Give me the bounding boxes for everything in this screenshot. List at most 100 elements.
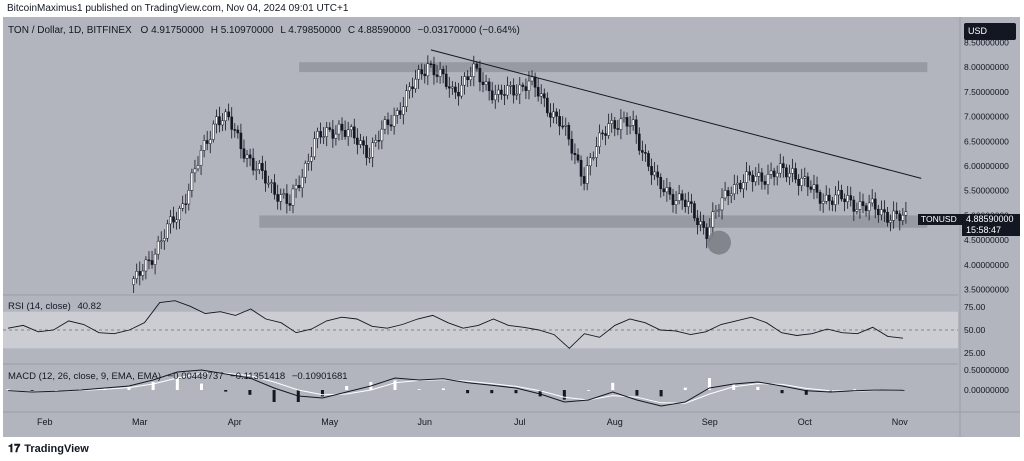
candle-body bbox=[736, 182, 739, 185]
candle-body bbox=[656, 171, 660, 178]
macd-histogram-bar bbox=[611, 382, 615, 390]
rsi-legend: RSI (14, close) 40.82 bbox=[8, 301, 101, 312]
low-value: L 4.79850000 bbox=[280, 25, 342, 36]
candle-body bbox=[542, 93, 546, 99]
price-tick-label: 4.00000000 bbox=[964, 260, 1009, 270]
currency-button[interactable]: USD bbox=[964, 23, 1016, 40]
candle-body bbox=[279, 194, 283, 202]
candle-body bbox=[150, 260, 154, 265]
candle-body bbox=[441, 69, 445, 75]
candle-body bbox=[411, 86, 414, 90]
candle-body bbox=[196, 165, 200, 170]
price-tick-label: 7.50000000 bbox=[964, 87, 1009, 97]
rsi-line bbox=[7, 300, 904, 349]
candle-body bbox=[628, 125, 632, 127]
candle-body bbox=[487, 81, 491, 91]
candle-body bbox=[380, 128, 384, 142]
candle-body bbox=[444, 73, 448, 87]
candle-body bbox=[212, 123, 215, 140]
candle-body bbox=[644, 152, 647, 154]
candle-body bbox=[616, 128, 620, 130]
candle-body bbox=[224, 111, 227, 122]
rsi-title[interactable]: RSI (14, close) bbox=[8, 301, 71, 312]
candle-body bbox=[567, 124, 571, 140]
candle-body bbox=[362, 140, 365, 146]
rsi-band bbox=[3, 311, 958, 349]
candle-body bbox=[300, 176, 304, 188]
candle-body bbox=[763, 181, 767, 185]
candle-body bbox=[368, 157, 371, 159]
candle-body bbox=[285, 193, 289, 204]
candle-body bbox=[493, 94, 497, 101]
candle-body bbox=[257, 162, 261, 170]
candle-body bbox=[221, 120, 224, 126]
candle-body bbox=[592, 157, 595, 159]
symbol-name[interactable]: TON / Dollar, 1D, BITFINEX bbox=[8, 25, 132, 36]
candle-body bbox=[490, 90, 494, 101]
candle-body bbox=[144, 259, 148, 272]
candle-body bbox=[398, 110, 402, 115]
last-price-value: 4.88590000 bbox=[966, 214, 1014, 224]
candle-body bbox=[803, 176, 807, 179]
support-zone bbox=[259, 215, 928, 228]
price-tick-label: 3.50000000 bbox=[964, 285, 1009, 295]
macd-histogram-bar bbox=[30, 390, 34, 391]
candle-body bbox=[349, 126, 353, 131]
rsi-tick-label: 50.00 bbox=[964, 325, 986, 335]
candle-body bbox=[291, 188, 295, 206]
candle-body bbox=[873, 198, 877, 210]
high-value: H 5.10970000 bbox=[210, 25, 274, 36]
candle-body bbox=[680, 193, 684, 201]
candle-body bbox=[359, 140, 362, 145]
candle-body bbox=[383, 119, 387, 130]
candle-body bbox=[760, 172, 764, 182]
macd-histogram-bar bbox=[490, 390, 494, 394]
candle-body bbox=[463, 76, 466, 86]
macd-tick-label: 0.50000000 bbox=[964, 365, 1009, 375]
candle-body bbox=[288, 203, 292, 206]
macd-title[interactable]: MACD (12, 26, close, 9, EMA, EMA) bbox=[8, 371, 162, 382]
candle-body bbox=[622, 117, 626, 120]
price-tick-label: 4.50000000 bbox=[964, 235, 1009, 245]
brand-name: TradingView bbox=[24, 443, 89, 455]
candle-body bbox=[328, 127, 332, 130]
candle-body bbox=[610, 120, 614, 124]
price-tick-label: 6.50000000 bbox=[964, 136, 1009, 146]
macd-histogram-bar bbox=[683, 387, 687, 390]
candle-body bbox=[356, 137, 359, 145]
candle-body bbox=[717, 209, 721, 212]
candle-body bbox=[251, 157, 255, 171]
candle-body bbox=[576, 154, 580, 161]
candle-body bbox=[641, 150, 644, 153]
time-axis-label: Sep bbox=[702, 417, 718, 427]
candle-body bbox=[457, 91, 460, 97]
candle-body bbox=[334, 133, 338, 139]
candle-body bbox=[895, 210, 899, 215]
tradingview-logo[interactable]: 𝟏𝟕 TradingView bbox=[8, 443, 89, 456]
time-axis-label: Oct bbox=[798, 417, 813, 427]
candle-body bbox=[552, 111, 555, 118]
time-axis-label: Jul bbox=[514, 417, 526, 427]
candle-body bbox=[582, 176, 586, 184]
candle-body bbox=[729, 193, 733, 197]
candle-body bbox=[429, 63, 433, 65]
candle-body bbox=[162, 237, 166, 242]
candle-body bbox=[414, 78, 417, 90]
candle-body bbox=[683, 199, 687, 207]
candle-body bbox=[408, 86, 411, 91]
candle-body bbox=[846, 195, 850, 202]
candle-body bbox=[340, 123, 344, 131]
macd-histogram-bar bbox=[6, 389, 10, 390]
candle-body bbox=[325, 127, 329, 137]
candle-body bbox=[395, 110, 399, 116]
candle-body bbox=[135, 271, 139, 280]
candle-body bbox=[791, 168, 794, 174]
macd-value-2: −0.11351418 bbox=[230, 371, 286, 382]
candle-body bbox=[647, 153, 650, 167]
macd-histogram-bar bbox=[200, 383, 204, 390]
candle-body bbox=[156, 240, 160, 255]
candle-body bbox=[901, 214, 905, 221]
candle-body bbox=[809, 186, 813, 190]
macd-histogram-bar bbox=[707, 378, 711, 390]
time-axis-label: Jun bbox=[418, 417, 433, 427]
